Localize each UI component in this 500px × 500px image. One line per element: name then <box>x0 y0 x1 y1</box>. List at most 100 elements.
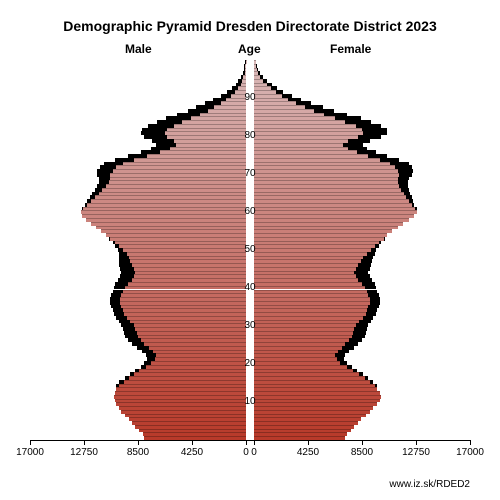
female-bar <box>254 414 366 418</box>
age-tick-label: 20 <box>244 358 256 369</box>
female-bar <box>254 256 363 260</box>
female-bar <box>254 335 352 339</box>
male-bar <box>141 338 246 342</box>
male-bar <box>95 195 246 199</box>
female-bar <box>254 199 409 203</box>
female-bar <box>254 101 296 105</box>
x-tick-label: 17000 <box>10 447 50 458</box>
female-bar <box>254 327 354 331</box>
male-bar <box>174 139 246 143</box>
male-bar <box>121 293 246 297</box>
female-bar <box>254 68 257 72</box>
male-bar <box>129 417 246 421</box>
female-bar <box>254 79 263 83</box>
female-bar <box>254 147 348 151</box>
male-bar <box>156 353 246 357</box>
source-url: www.iz.sk/RDED2 <box>389 479 470 490</box>
female-bar <box>254 387 377 391</box>
male-bar <box>226 98 246 102</box>
male-bar <box>101 229 246 233</box>
age-tick-label: 40 <box>244 282 256 293</box>
female-bar <box>254 64 256 68</box>
female-bar <box>254 222 403 226</box>
x-tick-label: 17000 <box>450 447 490 458</box>
female-bar <box>254 184 399 188</box>
female-bar <box>254 338 349 342</box>
female-bar <box>254 233 387 237</box>
male-bar <box>121 305 246 309</box>
male-bar <box>243 75 246 79</box>
female-bar <box>254 252 367 256</box>
female-bar <box>254 237 384 241</box>
age-label: Age <box>238 42 261 56</box>
female-bar <box>254 120 345 124</box>
male-bar <box>83 207 246 211</box>
x-tick <box>30 440 31 445</box>
female-bar <box>254 372 359 376</box>
male-bar <box>106 184 246 188</box>
female-bar <box>254 361 340 365</box>
x-tick-label: 4250 <box>172 447 212 458</box>
male-bar <box>119 244 246 248</box>
female-bar <box>254 417 361 421</box>
male-bar <box>106 233 246 237</box>
male-bar <box>116 402 246 406</box>
age-tick-label: 70 <box>244 168 256 179</box>
male-bar <box>129 256 246 260</box>
female-bar <box>254 180 398 184</box>
female-bar <box>254 192 404 196</box>
male-bar <box>123 248 246 252</box>
x-tick-label: 8500 <box>342 447 382 458</box>
female-bar <box>254 410 370 414</box>
male-bar <box>135 327 246 331</box>
female-bar <box>254 301 370 305</box>
female-bar <box>254 169 398 173</box>
female-bar <box>254 154 368 158</box>
male-bar <box>124 380 246 384</box>
female-bar <box>254 210 417 214</box>
male-bar <box>125 286 246 290</box>
female-bar <box>254 402 377 406</box>
female-bar <box>254 165 395 169</box>
male-bar <box>134 158 246 162</box>
female-bar <box>254 248 371 252</box>
age-tick-label: 30 <box>244 320 256 331</box>
female-bar <box>254 297 370 301</box>
female-bar <box>254 331 353 335</box>
male-label: Male <box>125 42 152 56</box>
female-bar <box>254 98 288 102</box>
male-bar <box>160 150 246 154</box>
male-bar <box>99 192 246 196</box>
male-bar <box>174 124 246 128</box>
x-tick <box>416 440 417 445</box>
female-bar <box>254 369 353 373</box>
male-bar <box>139 369 246 373</box>
male-bar <box>109 180 246 184</box>
female-bar <box>254 143 343 147</box>
male-bar <box>123 162 246 166</box>
male-bar <box>110 177 246 181</box>
female-bar <box>254 241 379 245</box>
male-bar <box>130 320 246 324</box>
female-bar <box>254 226 398 230</box>
female-bar <box>254 128 362 132</box>
female-bar <box>254 71 258 75</box>
male-bar <box>176 143 246 147</box>
male-bar <box>132 263 246 267</box>
male-bar <box>208 109 246 113</box>
female-bar <box>254 323 356 327</box>
male-bar <box>135 271 246 275</box>
male-bar <box>138 335 246 339</box>
x-tick <box>308 440 309 445</box>
female-bar <box>254 131 363 135</box>
female-bar <box>254 353 335 357</box>
female-bar <box>254 365 347 369</box>
male-bar <box>182 120 246 124</box>
male-bar <box>86 218 246 222</box>
x-tick <box>470 440 471 445</box>
female-bar <box>254 278 358 282</box>
male-bar <box>115 399 246 403</box>
male-bar <box>81 210 246 214</box>
male-bar <box>146 365 246 369</box>
male-bar <box>129 376 246 380</box>
